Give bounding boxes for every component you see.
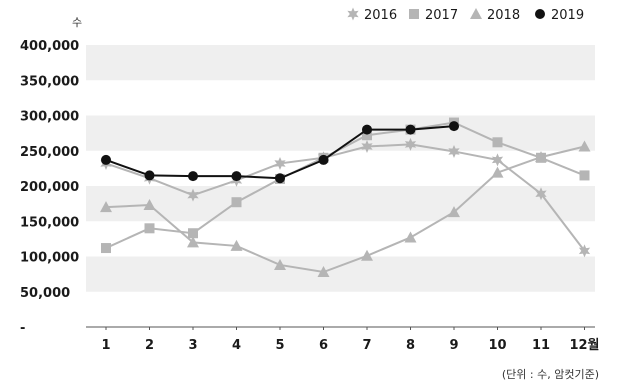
x-tick-label: 1 [101, 338, 110, 353]
data-point-2019 [405, 124, 416, 135]
x-tick-label: 12월 [569, 337, 599, 353]
data-point-2018 [143, 199, 156, 211]
legend-marker-2018 [470, 8, 482, 19]
data-point-2016 [274, 156, 286, 170]
series-group [100, 117, 591, 278]
grid-band [86, 256, 595, 292]
y-tick-label: 200,000 [20, 180, 79, 195]
x-axis: 1 2 3 4 5 6 7 8 9 10 11 12월 [86, 326, 600, 353]
y-tick-label: 150,000 [20, 215, 79, 230]
grid-band [86, 45, 595, 81]
data-point-2016 [535, 187, 547, 201]
grid-band [86, 186, 595, 222]
data-point-2017 [231, 197, 242, 208]
x-tick-label: 3 [188, 338, 197, 353]
data-point-2019 [144, 170, 155, 181]
data-point-2019 [449, 121, 459, 132]
data-point-2016 [448, 144, 460, 158]
legend-marker-2016 [347, 7, 359, 21]
data-point-2017 [579, 170, 590, 181]
data-point-2016 [361, 140, 373, 154]
data-point-2018 [274, 258, 286, 270]
data-point-2019 [275, 173, 285, 184]
data-point-2018 [230, 239, 243, 251]
data-point-2018 [361, 249, 373, 261]
series-line-2018 [105, 145, 585, 274]
data-point-2018 [535, 151, 547, 163]
y-tick-label: - [20, 321, 25, 336]
x-tick-label: 10 [488, 338, 506, 353]
data-point-2017 [144, 223, 155, 234]
x-tick-label: 8 [406, 338, 415, 353]
data-point-2017 [362, 130, 372, 141]
y-tick-label: 300,000 [20, 110, 79, 125]
data-point-2016 [404, 137, 417, 151]
data-point-2017 [188, 228, 198, 239]
unit-note: (단위 : 수, 암컷기준) [502, 368, 599, 381]
legend-marker-2017 [409, 9, 419, 19]
x-tick-label: 5 [275, 338, 284, 353]
x-tick-label: 2 [145, 338, 154, 353]
x-tick-label: 11 [532, 338, 550, 353]
data-point-2019 [318, 154, 329, 165]
series-2018 [100, 140, 591, 278]
grid-bands [86, 45, 595, 292]
series-2019 [101, 121, 459, 184]
series-line-2016 [105, 143, 586, 252]
x-tick-label: 4 [232, 338, 241, 353]
legend-label-2016: 2016 [364, 8, 397, 23]
data-point-2018 [187, 236, 199, 248]
legend-label-2018: 2018 [487, 8, 520, 23]
data-point-2016 [187, 188, 199, 202]
data-point-2019 [362, 124, 372, 135]
data-point-2018 [491, 166, 504, 178]
y-axis-ticks: - 50,000 100,000 150,000 200,000 250,000 300,0… [20, 39, 79, 336]
data-point-2019 [101, 154, 111, 165]
data-point-2016 [491, 153, 504, 167]
y-tick-label: 250,000 [20, 145, 79, 160]
series-line-2017 [105, 121, 585, 249]
data-point-2018 [317, 266, 330, 278]
y-tick-label: 400,000 [20, 39, 79, 54]
data-point-2018 [404, 231, 417, 243]
x-tick-label: 6 [319, 338, 328, 353]
x-tick-label: 7 [362, 338, 371, 353]
data-point-2016 [578, 244, 591, 258]
data-point-2018 [578, 140, 591, 152]
y-tick-label: 100,000 [20, 251, 79, 266]
data-point-2017 [492, 137, 503, 148]
data-point-2019 [231, 171, 242, 182]
legend: 2016 2017 2018 2019 [347, 7, 584, 23]
y-axis-unit-label: 수 [72, 16, 82, 29]
data-point-2017 [101, 243, 111, 254]
legend-marker-2019 [535, 9, 545, 19]
x-tick-label: 9 [449, 338, 458, 353]
y-tick-label: 50,000 [20, 286, 70, 301]
grid-band [86, 115, 595, 151]
legend-label-2019: 2019 [551, 8, 584, 23]
data-point-2018 [448, 206, 460, 218]
y-tick-label: 350,000 [20, 74, 79, 89]
data-point-2019 [188, 171, 198, 182]
data-point-2018 [100, 201, 112, 213]
legend-label-2017: 2017 [425, 8, 458, 23]
